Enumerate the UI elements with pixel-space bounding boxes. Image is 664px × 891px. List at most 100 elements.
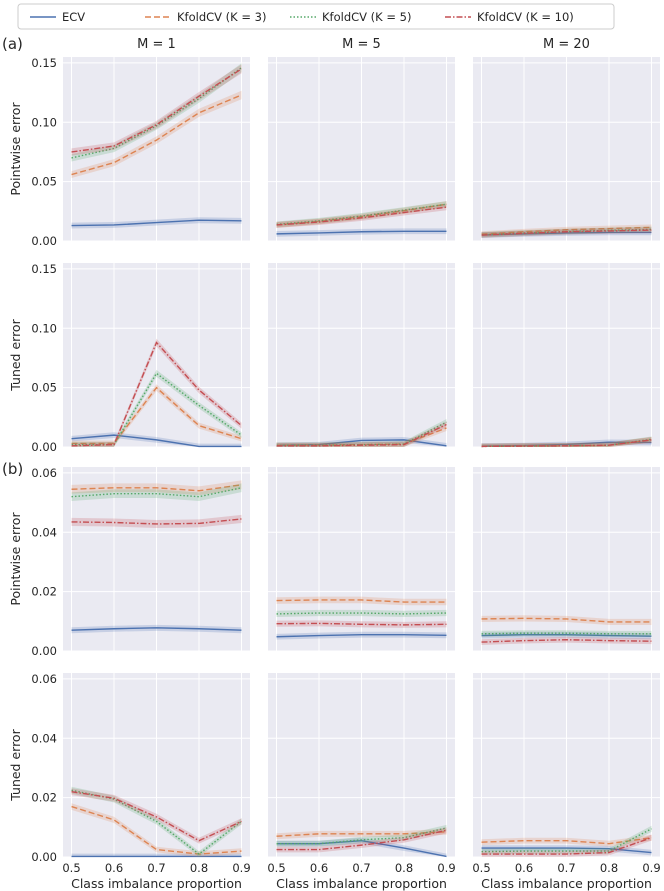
ytick-label: 0.10	[31, 321, 57, 335]
series-line-k5	[481, 632, 652, 635]
y-axis-label: Tuned error	[8, 728, 23, 801]
ytick-label: 0.00	[31, 644, 57, 658]
series-line-k5	[481, 828, 652, 853]
series-line-ecv	[71, 434, 242, 448]
series-line-k10	[481, 229, 652, 236]
panel-r2-c2	[473, 467, 660, 652]
panel-r1-c1	[268, 263, 455, 448]
x-axis-label: Class imbalance proportion	[481, 876, 652, 891]
series-line-k3	[71, 386, 242, 445]
band-k3	[71, 90, 242, 178]
band-ecv	[276, 228, 447, 237]
series-line-k3	[276, 831, 447, 837]
band-k10	[71, 64, 242, 156]
series-line-k5	[276, 612, 447, 615]
xtick-label: 0.6	[105, 861, 123, 875]
series-line-k10	[481, 837, 652, 855]
legend-label-k3: KfoldCV (K = 3)	[177, 10, 266, 24]
xtick-label: 0.9	[642, 861, 660, 875]
xtick-label: 0.9	[232, 861, 250, 875]
series-line-ecv	[71, 627, 242, 631]
panel-label-b: (b)	[2, 460, 23, 478]
series-line-k10	[276, 829, 447, 851]
xtick-label: 0.6	[515, 861, 533, 875]
column-title: M = 5	[342, 37, 381, 52]
band-k3	[276, 596, 447, 606]
panel-label-a: (a)	[2, 35, 23, 53]
x-axis-label: Class imbalance proportion	[276, 876, 447, 891]
series-line-k5	[71, 67, 242, 159]
ytick-label: 0.10	[31, 115, 57, 129]
band-k5	[276, 824, 447, 847]
y-axis-label: Pointwise error	[8, 102, 23, 196]
band-k10	[481, 227, 652, 238]
series-line-ecv	[481, 633, 652, 637]
band-k3	[71, 803, 242, 857]
xtick-label: 0.9	[437, 861, 455, 875]
legend-entry-k5: KfoldCV (K = 5)	[290, 10, 411, 24]
band-k5	[71, 483, 242, 501]
xtick-label: 0.5	[267, 861, 285, 875]
panel-r0-c1: M = 5	[268, 37, 455, 242]
series-line-ecv	[276, 230, 447, 235]
band-ecv	[276, 837, 447, 857]
plot-grid: 0.00 0.05 0.10 0.15 Pointwise error M = 1 M = …	[8, 37, 661, 891]
legend-entry-k3: KfoldCV (K = 3)	[145, 10, 266, 24]
series-line-k3	[71, 94, 242, 176]
xtick-label: 0.5	[62, 861, 80, 875]
panel-r1-c2	[473, 263, 660, 448]
band-ecv	[276, 631, 447, 640]
band-k3	[481, 437, 652, 447]
legend-entry-k10: KfoldCV (K = 10)	[445, 10, 574, 24]
ytick-label: 0.05	[31, 381, 57, 395]
legend-label-ecv: ECV	[62, 10, 85, 24]
series-line-k5	[276, 203, 447, 226]
xtick-label: 0.6	[310, 861, 328, 875]
ytick-label: 0.00	[31, 850, 57, 864]
panel-r0-c2: M = 20	[473, 37, 660, 242]
panel-r1-c0: 0.00 0.05 0.10 0.15 Tuned error	[8, 262, 250, 454]
series-line-k10	[71, 791, 242, 842]
ytick-label: 0.06	[31, 466, 57, 480]
ytick-label: 0.15	[31, 56, 57, 70]
ytick-label: 0.04	[31, 525, 57, 539]
series-line-k3	[481, 617, 652, 623]
band-ecv	[71, 624, 242, 634]
xtick-label: 0.7	[557, 861, 575, 875]
series-line-k10	[71, 341, 242, 447]
series-line-k3	[71, 484, 242, 492]
y-axis-label: Pointwise error	[8, 512, 23, 606]
band-k10	[71, 514, 242, 529]
series-line-k3	[481, 226, 652, 235]
xtick-label: 0.8	[600, 861, 618, 875]
band-k10	[276, 421, 447, 447]
series-line-k10	[481, 639, 652, 643]
band-k5	[276, 419, 447, 447]
band-k5	[481, 436, 652, 447]
band-k10	[71, 788, 242, 844]
series-line-k10	[71, 518, 242, 525]
y-axis-label: Tuned error	[8, 318, 23, 391]
series-line-k10	[71, 68, 242, 153]
column-title: M = 20	[543, 37, 590, 52]
ytick-label: 0.04	[31, 731, 57, 745]
series-line-k10	[481, 439, 652, 448]
ytick-label: 0.06	[31, 672, 57, 686]
band-k5	[71, 63, 242, 162]
xtick-label: 0.7	[352, 861, 370, 875]
x-axis-label: Class imbalance proportion	[71, 876, 242, 891]
column-title: M = 1	[137, 37, 176, 52]
series-line-ecv	[71, 219, 242, 227]
xtick-label: 0.8	[190, 861, 208, 875]
legend: ECV KfoldCV (K = 3) KfoldCV (K = 5) KfoldCV…	[17, 3, 615, 30]
series-line-k10	[276, 206, 447, 226]
panel-r3-c0: 0.00 0.02 0.04 0.06 Tuned error 0.5 0.6 0.7 0.8 0…	[8, 672, 251, 891]
ytick-label: 0.00	[31, 440, 57, 454]
series-line-k5	[71, 487, 242, 498]
band-k10	[481, 636, 652, 645]
ytick-label: 0.05	[31, 175, 57, 189]
ytick-label: 0.00	[31, 234, 57, 248]
band-k10	[481, 437, 652, 447]
series-line-k10	[276, 622, 447, 626]
